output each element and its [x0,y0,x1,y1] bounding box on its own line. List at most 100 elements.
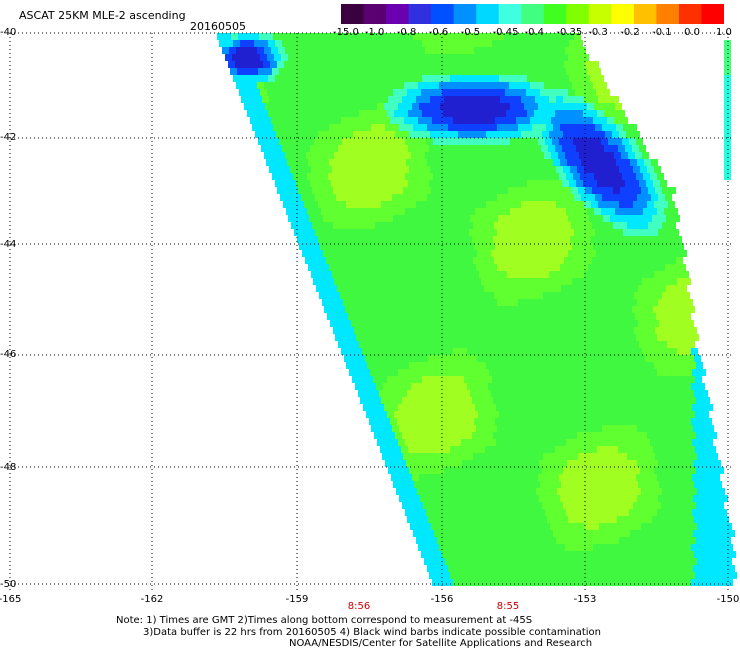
swath-cell [463,250,470,257]
swath-cell [379,89,386,96]
swath-cell [526,516,533,523]
swath-cell [488,418,495,425]
swath-cell [339,96,346,103]
swath-cell [711,453,718,460]
swath-cell [584,131,591,138]
swath-cell [540,551,547,558]
swath-cell [633,271,640,278]
swath-cell [441,530,448,537]
swath-cell [554,355,561,362]
swath-cell [278,117,285,124]
swath-cell [645,551,652,558]
swath-cell [513,572,520,579]
swath-cell [593,152,600,159]
swath-cell [440,103,447,110]
swath-cell [453,243,460,250]
swath-cell [626,467,633,474]
swath-cell [448,425,455,432]
swath-cell [316,250,323,257]
swath-cell [604,110,611,117]
swath-cell [511,194,518,201]
swath-cell [257,47,264,54]
swath-cell [667,341,674,348]
swath-cell [386,320,393,327]
swath-cell [400,355,407,362]
swath-cell [264,117,271,124]
swath-cell [422,180,429,187]
swath-cell [591,502,598,509]
swath-cell [649,278,656,285]
swath-cell [584,236,591,243]
swath-cell [682,397,689,404]
swath-cell [593,348,600,355]
swath-cell [336,194,343,201]
swath-cell [281,54,288,61]
swath-cell [638,516,645,523]
swath-cell [464,145,471,152]
swath-cell [537,348,544,355]
swath-cell [643,208,650,215]
swath-cell [623,159,630,166]
swath-cell [404,313,411,320]
swath-cell [345,180,352,187]
swath-cell [353,271,360,278]
swath-cell [482,334,489,341]
note-line-2: 3)Data buffer is 22 hrs from 20160505 4)… [143,627,601,638]
swath-cell [288,89,295,96]
swath-cell [493,362,500,369]
swath-cell [255,131,262,138]
swath-cell [451,131,458,138]
swath-cell [534,40,541,47]
swath-cell [434,495,441,502]
swath-cell [482,404,489,411]
swath-cell [348,313,355,320]
swath-cell [594,369,601,376]
swath-cell [394,180,401,187]
swath-cell [470,320,477,327]
swath-cell [372,89,379,96]
swath-cell [433,208,440,215]
swath-cell [547,481,554,488]
swath-cell [435,390,442,397]
swath-cell [669,257,676,264]
swath-cell [520,110,527,117]
swath-cell [617,215,624,222]
swath-cell [548,145,555,152]
swath-cell [589,390,596,397]
swath-cell [453,82,460,89]
swath-cell [291,187,298,194]
swath-cell [350,124,357,131]
swath-cell [644,565,651,572]
swath-cell [557,292,564,299]
swath-cell [546,530,553,537]
swath-cell [626,502,633,509]
swath-cell [384,103,391,110]
swath-cell [355,278,362,285]
swath-cell [636,439,643,446]
swath-cell [492,110,499,117]
swath-cell [349,208,356,215]
swath-cell [710,502,717,509]
swath-cell [275,75,282,82]
swath-cell [480,187,487,194]
swath-cell [532,460,539,467]
swath-cell [387,110,394,117]
swath-cell [668,502,675,509]
swath-cell [492,411,499,418]
swath-cell [648,488,655,495]
swath-cell [700,425,707,432]
swath-cell [585,292,592,299]
swath-cell [286,103,293,110]
swath-cell [634,292,641,299]
swath-cell [449,285,456,292]
swath-cell [546,124,553,131]
swath-cell [425,82,432,89]
swath-cell [653,446,660,453]
swath-cell [628,243,635,250]
swath-cell [322,299,329,306]
swath-cell [405,369,412,376]
swath-cell [333,61,340,68]
swath-cell [574,530,581,537]
swath-cell [263,61,270,68]
swath-cell [678,404,685,411]
